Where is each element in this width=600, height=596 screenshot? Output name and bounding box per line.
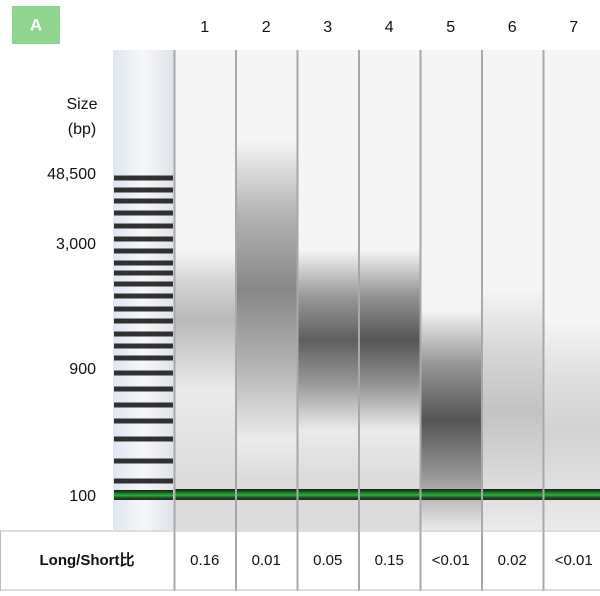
table-value: 0.05	[313, 552, 342, 569]
ladder-lane	[113, 50, 174, 530]
ladder-band	[114, 370, 173, 376]
ladder-band	[114, 306, 173, 312]
table-value: <0.01	[555, 552, 593, 569]
sample-lane	[235, 50, 297, 530]
sample-lane	[174, 50, 236, 530]
ladder-band	[114, 402, 173, 408]
ladder-band	[114, 187, 173, 193]
marker-band	[481, 489, 543, 500]
table-header: Long/Short比	[40, 551, 135, 569]
sample-lane	[358, 50, 420, 530]
marker-band	[358, 489, 420, 500]
sample-lane	[297, 50, 359, 530]
ladder-band	[114, 355, 173, 361]
ladder-band	[114, 293, 173, 299]
marker-band	[420, 489, 482, 500]
ladder-band	[114, 478, 173, 484]
ladder-band	[114, 458, 173, 464]
ladder-band	[114, 281, 173, 287]
ladder-band	[114, 436, 173, 442]
ladder-band	[114, 223, 173, 229]
ladder-band	[114, 260, 173, 266]
ladder-band	[114, 318, 173, 324]
ladder-band	[114, 386, 173, 392]
ladder-band	[114, 248, 173, 254]
lane-number: 5	[446, 19, 455, 36]
ladder-band	[114, 418, 173, 424]
ladder-band	[114, 270, 173, 276]
sample-lane	[420, 50, 482, 530]
table-value: 0.01	[252, 552, 281, 569]
size-marker: 3,000	[56, 236, 96, 253]
size-marker: 900	[69, 361, 96, 378]
size-marker: 100	[69, 488, 96, 505]
marker-band	[174, 489, 236, 500]
lane-number: 7	[569, 19, 578, 36]
lane-number: 3	[323, 19, 332, 36]
sample-lane	[481, 50, 543, 530]
ladder-band	[114, 343, 173, 349]
ladder-band	[114, 198, 173, 204]
lane-number: 4	[385, 19, 394, 36]
panel-label-box	[12, 6, 60, 44]
sample-lane	[543, 50, 600, 530]
marker-band	[543, 489, 600, 500]
table-value: 0.15	[375, 552, 404, 569]
panel-label: A	[30, 15, 42, 34]
ladder-band	[114, 210, 173, 216]
ladder-band	[114, 175, 173, 181]
marker-band	[235, 489, 297, 500]
table-value: <0.01	[432, 552, 470, 569]
size-marker: 48,500	[47, 166, 96, 183]
ladder-band	[114, 331, 173, 337]
table-value: 0.16	[190, 552, 219, 569]
size-title: Size	[66, 96, 97, 113]
lane-number: 2	[262, 19, 271, 36]
marker-band	[297, 489, 359, 500]
lane-number: 1	[200, 19, 209, 36]
table-value: 0.02	[498, 552, 527, 569]
ladder-band	[114, 236, 173, 242]
lane-number: 6	[508, 19, 517, 36]
size-unit: (bp)	[68, 121, 96, 138]
ladder-marker-band	[114, 490, 173, 500]
